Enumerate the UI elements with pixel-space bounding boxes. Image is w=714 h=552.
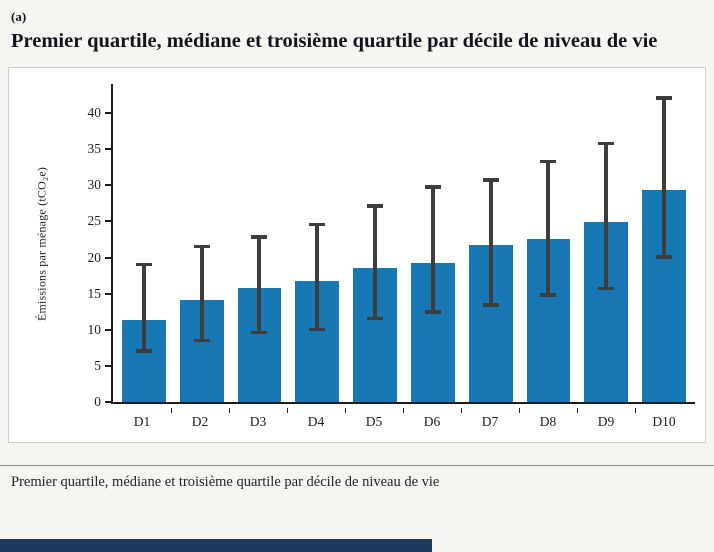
error-bar: [309, 222, 326, 332]
error-bar: [540, 159, 557, 297]
x-axis: D1 D2 D3 D4 D5 D6 D7 D8 D9 D10: [111, 404, 695, 434]
x-tick-label: D7: [461, 408, 520, 430]
error-bar: [598, 141, 615, 291]
plot-column: D1 D2 D3 D4 D5 D6 D7 D8 D9 D10: [111, 84, 695, 434]
y-tick-mark: [105, 148, 111, 151]
x-tick-label: D1: [113, 408, 172, 430]
error-cap-bottom: [656, 255, 673, 259]
x-tick-label: D10: [652, 414, 676, 430]
error-cap-bottom: [193, 338, 210, 343]
error-cap-bottom: [367, 316, 384, 321]
error-bar: [193, 244, 210, 343]
chart: Émissions par ménage (tCO₂e) 0 5 10 15 20 25 3…: [8, 67, 706, 444]
error-line: [257, 235, 262, 335]
figure-caption: Premier quartile, médiane et troisième q…: [11, 474, 440, 491]
x-tick-label: D4: [287, 408, 346, 430]
x-tick-label: D3: [229, 408, 288, 430]
y-tick-label: 15: [87, 285, 102, 301]
error-line: [604, 141, 609, 291]
caption-divider: [0, 465, 714, 467]
y-tick-label: 5: [94, 357, 101, 373]
error-cap-bottom: [424, 310, 441, 314]
y-tick-mark: [105, 256, 111, 259]
y-tick-label: 25: [87, 213, 102, 229]
bar-column: [179, 84, 224, 403]
error-line: [199, 244, 204, 343]
x-tick-label: D5: [345, 408, 404, 430]
error-line: [488, 178, 493, 307]
x-tick-label: D9: [577, 408, 636, 430]
bar-column: [584, 84, 629, 403]
y-axis: 0 5 10 15 20 25 30 35 40: [73, 84, 111, 409]
bar-column: [237, 84, 282, 403]
bar-column: [642, 84, 686, 403]
y-tick-mark: [105, 292, 111, 295]
error-bar: [656, 96, 673, 259]
error-line: [662, 96, 667, 259]
y-tick-mark: [105, 328, 111, 331]
y-tick-label: 10: [87, 321, 102, 337]
panel-label: (a): [11, 9, 27, 24]
bar-column: [295, 84, 340, 403]
footer-bar: [0, 539, 432, 552]
y-tick-mark: [105, 184, 111, 187]
x-tick-label: D8: [519, 408, 578, 430]
error-bar: [251, 235, 268, 335]
y-tick-mark: [105, 111, 111, 114]
x-tick-label: D6: [403, 408, 462, 430]
y-tick-label: 30: [87, 177, 102, 193]
y-tick-label: 0: [94, 394, 101, 410]
error-line: [141, 262, 146, 353]
y-tick-mark: [105, 401, 111, 404]
y-tick-mark: [105, 220, 111, 223]
y-tick-label: 40: [87, 104, 102, 120]
y-tick-label: 35: [87, 141, 102, 157]
bar-column: [410, 84, 455, 403]
x-tick-label: D2: [171, 408, 230, 430]
y-tick-mark: [105, 364, 111, 367]
error-line: [546, 159, 551, 297]
bar-column: [526, 84, 571, 403]
error-bar: [367, 204, 384, 321]
plot-area: [111, 84, 695, 405]
error-cap-bottom: [598, 286, 615, 291]
bar-column: [122, 84, 166, 403]
y-tick-label: 20: [87, 249, 102, 265]
error-cap-bottom: [540, 293, 557, 297]
y-axis-label: Émissions par ménage (tCO₂e): [34, 166, 49, 321]
error-cap-bottom: [309, 327, 326, 332]
error-bar: [482, 178, 499, 307]
bar-column: [468, 84, 513, 403]
error-cap-bottom: [135, 349, 152, 353]
figure-title: Premier quartile, médiane et troisième q…: [11, 30, 658, 52]
error-cap-bottom: [482, 303, 499, 307]
error-line: [373, 204, 378, 321]
error-line: [430, 185, 435, 314]
error-cap-bottom: [251, 330, 268, 335]
bar-column: [353, 84, 397, 403]
error-bar: [135, 262, 152, 353]
error-line: [315, 222, 320, 332]
error-bar: [424, 185, 441, 314]
chart-inner: 0 5 10 15 20 25 30 35 40 D1 D2 D3 D4 D5 D6 D7 D8 D9 D10: [73, 84, 695, 434]
